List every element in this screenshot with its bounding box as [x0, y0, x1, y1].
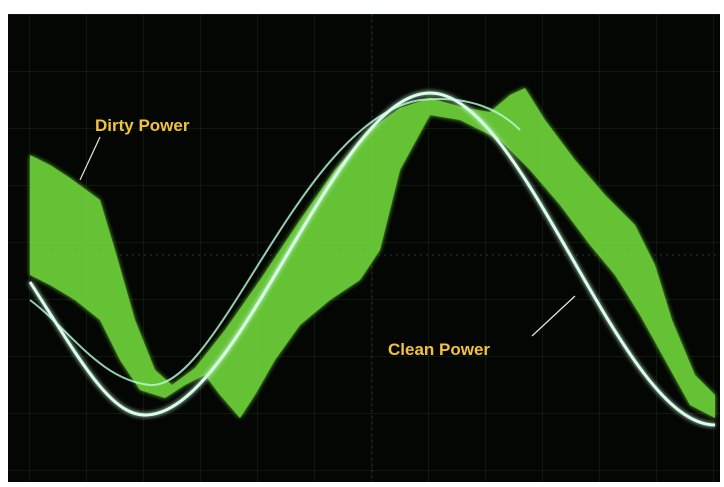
- dirty-label: Dirty Power: [95, 116, 190, 135]
- pointer: [79, 136, 101, 181]
- dirty-trace: [29, 98, 521, 387]
- dirty-waveform: [30, 88, 715, 418]
- clean-waveform: [28, 91, 716, 427]
- pointer: [531, 295, 576, 337]
- clean-label: Clean Power: [388, 340, 490, 359]
